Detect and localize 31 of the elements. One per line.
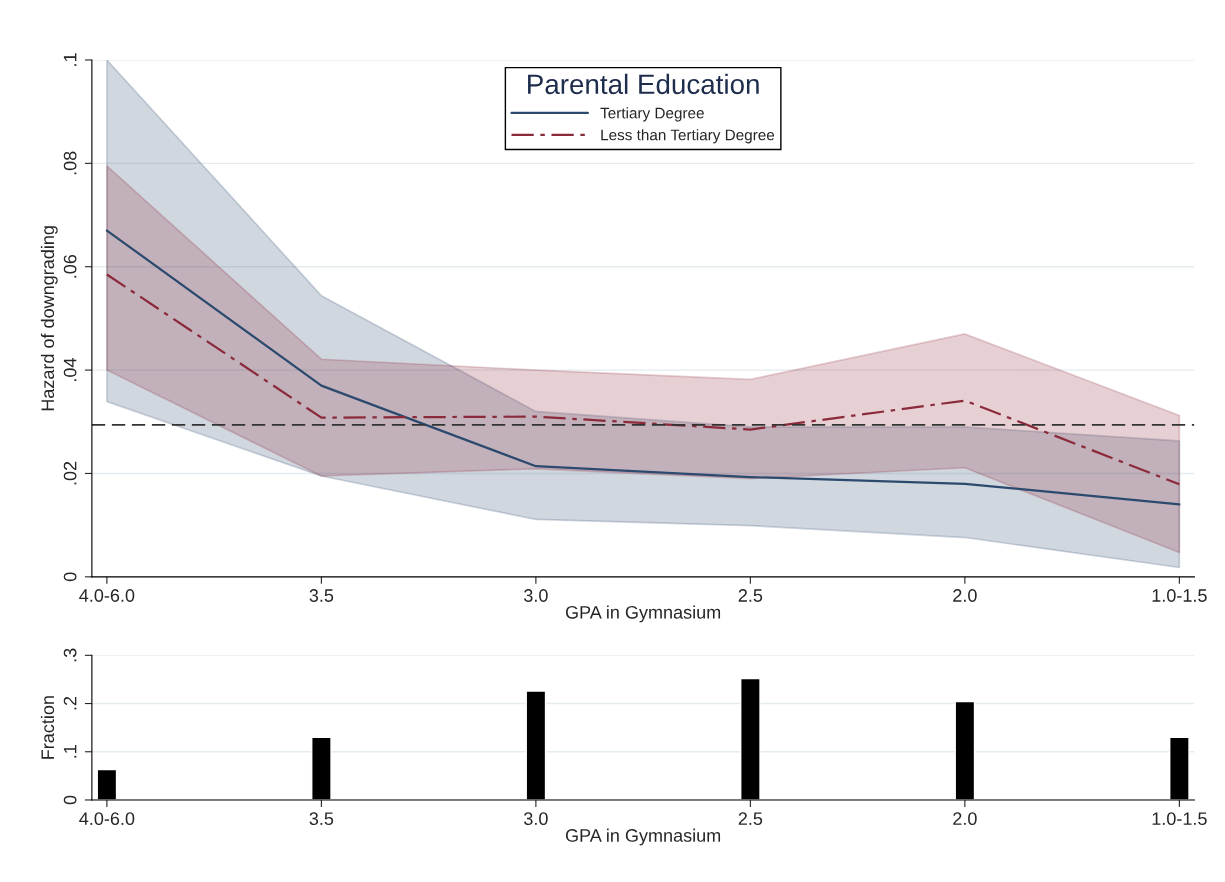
x-axis-title: GPA in Gymnasium: [565, 828, 721, 846]
y-tick-label: .3: [63, 648, 77, 662]
y-tick-label: .1: [63, 53, 77, 66]
x-tick-label: 1.0-1.5: [1152, 812, 1207, 826]
x-tick-label: 3.5: [309, 812, 334, 826]
x-tick-label: 2.0: [953, 589, 977, 602]
line-series: [105, 229, 1181, 506]
x-tick-label: 3.0: [524, 812, 548, 826]
x-tick-label: 3.0: [524, 589, 548, 602]
x-axis-title: GPA in Gymnasium: [565, 605, 721, 623]
line-series: [105, 273, 1181, 486]
y-tick-label: .08: [63, 151, 77, 175]
y-tick-label: .1: [63, 745, 77, 758]
x-tick-label: 3.5: [309, 589, 334, 602]
x-tick-label: 4.0-6.0: [79, 812, 135, 826]
y-axis-title: Hazard of downgrading: [40, 226, 58, 411]
legend-label: Less than Tertiary Degree: [601, 129, 775, 144]
y-tick-label: .04: [63, 358, 77, 381]
y-axis-title: Fraction: [40, 696, 55, 759]
y-tick-label: .2: [63, 696, 77, 710]
x-tick-label: 2.0: [953, 812, 977, 826]
y-tick-label: 0: [63, 572, 77, 582]
y-tick-label: .02: [63, 461, 77, 485]
legend-title: Parental Education: [528, 73, 759, 95]
x-tick-label: 2.5: [738, 812, 763, 826]
y-tick-label: 0: [63, 795, 77, 805]
x-tick-label: 4.0-6.0: [79, 589, 135, 602]
x-tick-label: 2.5: [738, 589, 763, 602]
y-tick-label: .06: [63, 254, 77, 278]
legend-label: Tertiary Degree: [600, 107, 704, 122]
x-tick-label: 1.0-1.5: [1152, 589, 1207, 602]
